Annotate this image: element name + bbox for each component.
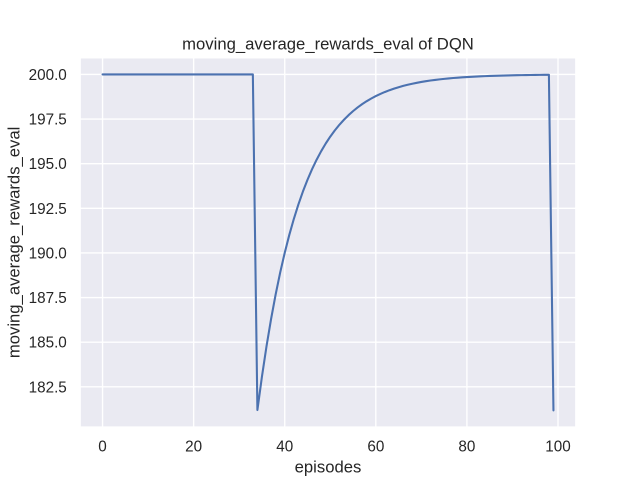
svg-text:182.5: 182.5 [29, 379, 67, 396]
svg-text:187.5: 187.5 [29, 290, 67, 307]
svg-text:60: 60 [367, 438, 384, 455]
svg-text:190.0: 190.0 [29, 245, 67, 262]
svg-text:moving_average_rewards_eval of: moving_average_rewards_eval of DQN [182, 34, 474, 53]
svg-text:185.0: 185.0 [29, 335, 67, 352]
svg-text:200.0: 200.0 [29, 67, 67, 84]
svg-text:195.0: 195.0 [29, 156, 67, 173]
svg-text:moving_average_rewards_eval: moving_average_rewards_eval [5, 127, 24, 358]
svg-text:80: 80 [458, 438, 475, 455]
svg-text:100: 100 [545, 438, 570, 455]
svg-text:192.5: 192.5 [29, 201, 67, 218]
svg-text:197.5: 197.5 [29, 112, 67, 129]
svg-text:0: 0 [98, 438, 107, 455]
svg-text:episodes: episodes [295, 457, 362, 476]
svg-text:40: 40 [276, 438, 293, 455]
svg-text:20: 20 [185, 438, 202, 455]
